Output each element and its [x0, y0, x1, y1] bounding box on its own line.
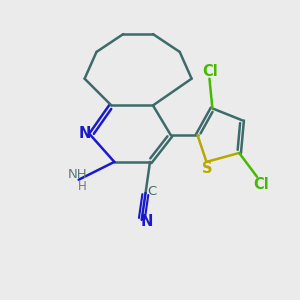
Text: Cl: Cl — [202, 64, 218, 79]
Text: H: H — [78, 180, 87, 193]
Text: C: C — [148, 185, 157, 198]
Text: N: N — [141, 214, 153, 229]
Text: NH: NH — [68, 168, 87, 181]
Text: Cl: Cl — [254, 177, 269, 192]
Text: N: N — [79, 126, 92, 141]
Text: S: S — [202, 161, 212, 176]
